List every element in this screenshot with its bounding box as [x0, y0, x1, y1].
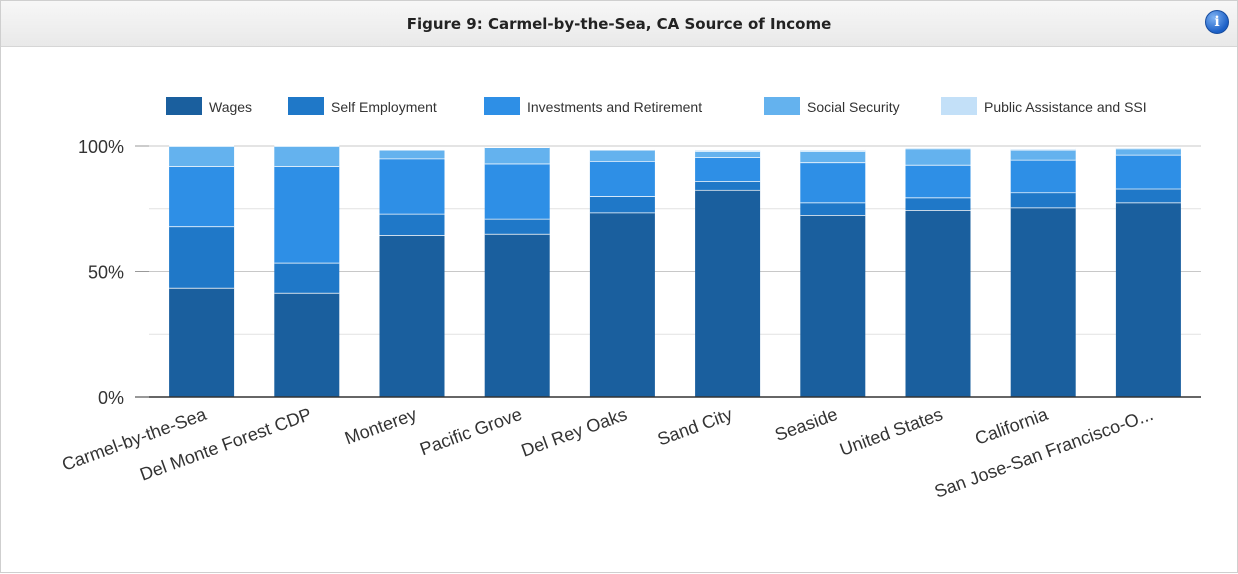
bar-segment[interactable]	[800, 162, 866, 203]
legend-swatch[interactable]	[166, 97, 202, 115]
bar-segment[interactable]	[800, 215, 866, 397]
bar-segment[interactable]	[274, 262, 340, 293]
x-tick-label: United States	[837, 404, 945, 460]
bar-segment[interactable]	[484, 233, 550, 397]
x-tick-label: Del Monte Forest CDP	[137, 404, 314, 485]
bar-segment[interactable]	[274, 292, 340, 397]
bar-segment[interactable]	[695, 189, 761, 397]
bar-segment[interactable]	[905, 164, 971, 198]
bar-segment[interactable]	[379, 149, 445, 159]
bar-segment[interactable]	[484, 147, 550, 164]
legend-label[interactable]: Social Security	[807, 99, 900, 115]
bar-segment[interactable]	[800, 151, 866, 163]
bar-segment[interactable]	[1115, 148, 1181, 155]
y-tick-label: 50%	[88, 263, 124, 283]
bar-segment[interactable]	[589, 196, 655, 213]
bar-segment[interactable]	[1010, 149, 1076, 160]
legend-label[interactable]: Wages	[209, 99, 252, 115]
bar-segment[interactable]	[905, 148, 971, 165]
bar-segment[interactable]	[695, 157, 761, 182]
x-tick-label: Monterey	[342, 404, 419, 448]
y-tick-label: 0%	[98, 388, 124, 408]
bar-segment[interactable]	[379, 235, 445, 397]
y-tick-label: 100%	[78, 137, 124, 157]
bar-segment[interactable]	[484, 163, 550, 219]
bar-segment[interactable]	[1115, 202, 1181, 397]
bar-segment[interactable]	[589, 161, 655, 197]
legend-label[interactable]: Investments and Retirement	[527, 99, 702, 115]
bar-segment[interactable]	[169, 146, 235, 167]
bar-segment[interactable]	[169, 166, 235, 227]
bar-segment[interactable]	[484, 218, 550, 234]
bar-segment[interactable]	[905, 210, 971, 397]
bar-segment[interactable]	[274, 146, 340, 167]
x-tick-label: Seaside	[772, 404, 840, 445]
bar-segment[interactable]	[169, 287, 235, 397]
bar-segment[interactable]	[1010, 159, 1076, 193]
legend-swatch[interactable]	[288, 97, 324, 115]
legend-swatch[interactable]	[941, 97, 977, 115]
legend-swatch[interactable]	[764, 97, 800, 115]
bar-segment[interactable]	[169, 226, 235, 288]
bar-segment[interactable]	[589, 212, 655, 397]
bar-segment[interactable]	[1010, 192, 1076, 208]
bar-segment[interactable]	[274, 166, 340, 263]
bar-segment[interactable]	[379, 213, 445, 236]
bar-segment[interactable]	[1010, 207, 1076, 397]
legend-swatch[interactable]	[484, 97, 520, 115]
bar-segment[interactable]	[695, 181, 761, 190]
bar-segment[interactable]	[905, 197, 971, 211]
x-tick-label: Sand City	[655, 404, 735, 449]
info-icon[interactable]: i	[1205, 10, 1229, 34]
bar-segment[interactable]	[800, 202, 866, 216]
chart-title: Figure 9: Carmel-by-the-Sea, CA Source o…	[406, 15, 832, 33]
chart-header: Figure 9: Carmel-by-the-Sea, CA Source o…	[1, 1, 1237, 47]
legend-label[interactable]: Public Assistance and SSI	[984, 99, 1147, 115]
legend-label[interactable]: Self Employment	[331, 99, 437, 115]
x-tick-label: California	[972, 404, 1051, 449]
bar-segment[interactable]	[695, 151, 761, 158]
x-tick-label: Pacific Grove	[417, 404, 524, 459]
bar-segment[interactable]	[1115, 154, 1181, 189]
bar-segment[interactable]	[379, 158, 445, 214]
bar-segment[interactable]	[589, 149, 655, 162]
x-tick-label: Del Rey Oaks	[519, 404, 630, 461]
bar-segment[interactable]	[1115, 188, 1181, 203]
